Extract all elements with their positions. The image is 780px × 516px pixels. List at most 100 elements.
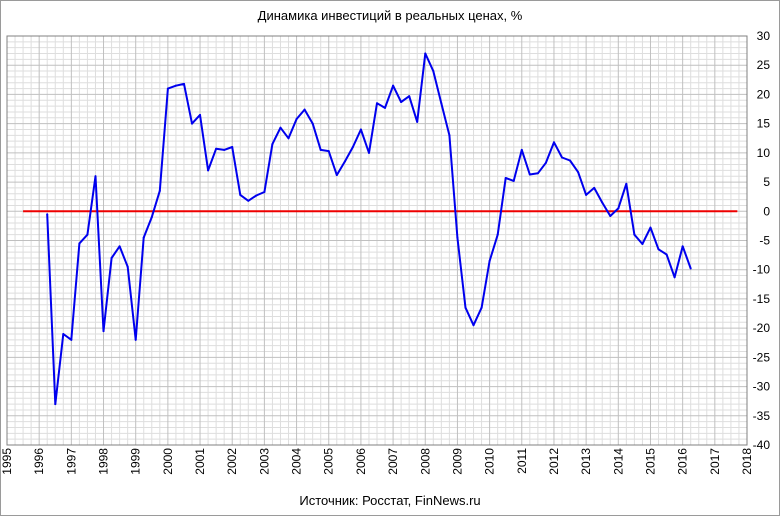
data-point — [689, 267, 692, 270]
x-tick-label: 2017 — [708, 448, 722, 475]
x-tick-label: 2014 — [611, 448, 625, 475]
data-point — [343, 160, 346, 163]
data-point — [408, 95, 411, 98]
data-point — [448, 134, 451, 137]
data-point — [126, 265, 129, 268]
data-point — [601, 201, 604, 204]
data-point — [191, 122, 193, 125]
data-point — [649, 226, 652, 229]
data-point — [512, 179, 515, 182]
data-point — [46, 213, 49, 216]
data-point — [279, 126, 282, 129]
data-point — [520, 148, 523, 151]
y-tick-label: -5 — [759, 234, 770, 248]
x-tick-label: 1997 — [64, 448, 78, 475]
data-point — [544, 161, 547, 164]
data-point — [223, 148, 226, 151]
data-point — [295, 117, 298, 120]
data-point — [633, 233, 636, 236]
x-tick-label: 1996 — [32, 448, 46, 475]
data-point — [134, 338, 137, 341]
data-point — [199, 113, 202, 116]
data-point — [207, 169, 210, 172]
data-point — [577, 171, 580, 174]
data-point — [593, 186, 596, 189]
y-tick-label: -10 — [753, 263, 771, 277]
data-point — [263, 191, 266, 194]
data-point — [657, 248, 660, 251]
y-tick-label: 5 — [763, 175, 770, 189]
chart-source: Источник: Росстат, FinNews.ru — [299, 493, 481, 508]
data-point — [110, 257, 113, 260]
x-tick-label: 2000 — [161, 448, 175, 475]
data-point — [432, 70, 435, 73]
data-point — [231, 146, 234, 149]
data-point — [54, 403, 57, 406]
x-tick-label: 2003 — [257, 448, 271, 475]
data-point — [585, 193, 588, 196]
data-point — [327, 150, 330, 153]
y-tick-label: 25 — [757, 58, 771, 72]
data-point — [552, 141, 555, 144]
x-tick-label: 2016 — [676, 448, 690, 475]
data-point — [504, 176, 507, 179]
data-point — [367, 151, 370, 154]
y-tick-label: -40 — [753, 438, 771, 452]
data-point — [287, 137, 290, 140]
data-point — [166, 87, 169, 90]
x-axis-ticks: 1995 1996 1997 1998 1999 2000 2001 2002 2003 2004… — [0, 448, 754, 475]
data-point — [641, 243, 644, 246]
y-tick-label: 20 — [757, 87, 771, 101]
y-tick-label: -20 — [753, 321, 771, 335]
data-point — [536, 172, 539, 175]
x-tick-label: 2005 — [322, 448, 336, 475]
data-point — [561, 156, 563, 159]
data-point — [255, 194, 258, 197]
x-tick-label: 2015 — [643, 448, 657, 475]
x-tick-label: 2004 — [290, 448, 304, 475]
data-point — [303, 108, 306, 111]
data-point — [416, 120, 419, 123]
data-point — [456, 236, 459, 239]
y-tick-label: 30 — [757, 29, 771, 43]
data-point — [496, 233, 499, 236]
data-point — [86, 233, 89, 236]
data-point — [118, 245, 121, 248]
x-tick-label: 2002 — [225, 448, 239, 475]
x-tick-label: 2010 — [483, 448, 497, 475]
data-point — [384, 106, 387, 109]
data-point — [392, 84, 395, 87]
y-tick-label: 10 — [757, 146, 771, 160]
data-point — [335, 174, 338, 177]
data-point — [182, 82, 185, 85]
data-point — [239, 193, 242, 196]
series-layer — [46, 52, 692, 406]
data-point — [319, 148, 322, 151]
x-tick-label: 1999 — [129, 448, 143, 475]
data-point — [400, 101, 403, 104]
x-tick-label: 2013 — [579, 448, 593, 475]
y-tick-label: 0 — [763, 204, 770, 218]
data-point — [464, 306, 467, 309]
data-point — [617, 207, 620, 210]
data-point — [62, 332, 65, 335]
x-tick-label: 2009 — [450, 448, 464, 475]
plot-area-border — [6, 35, 748, 446]
data-point — [142, 236, 145, 239]
data-point — [424, 52, 427, 55]
data-point — [174, 84, 177, 87]
chart-title: Динамика инвестиций в реальных ценах, % — [257, 8, 523, 23]
data-point — [102, 330, 105, 333]
data-point — [247, 199, 250, 202]
x-tick-label: 2008 — [418, 448, 432, 475]
data-point — [311, 122, 314, 125]
y-tick-label: -25 — [753, 350, 771, 364]
x-tick-label: 2006 — [354, 448, 368, 475]
data-point — [472, 324, 475, 327]
data-point — [480, 306, 483, 309]
data-point — [440, 102, 443, 105]
data-point — [351, 146, 354, 149]
data-point — [158, 189, 161, 192]
data-point — [625, 182, 628, 185]
